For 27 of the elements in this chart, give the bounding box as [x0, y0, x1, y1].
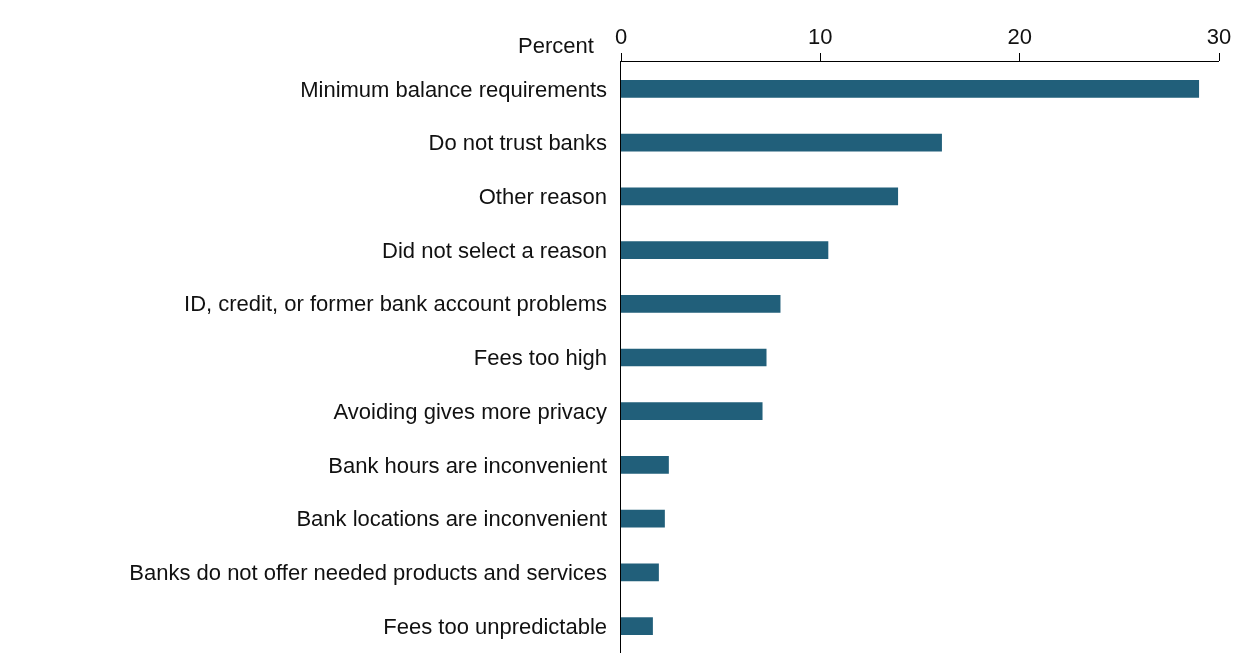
y-tick-label: Avoiding gives more privacy	[333, 398, 608, 424]
y-tick-label: Minimum balance requirements	[300, 76, 608, 102]
y-tick-label: Bank hours are inconvenient	[328, 452, 608, 478]
y-tick-label: Bank locations are inconvenient	[296, 506, 608, 532]
x-tick-label: 20	[1007, 23, 1032, 49]
bar	[621, 617, 653, 635]
bar	[621, 241, 829, 259]
bar	[621, 509, 665, 528]
x-tick-label: 0	[614, 23, 628, 49]
y-tick-label: Other reason	[478, 184, 608, 210]
bar	[621, 133, 942, 152]
bar	[621, 456, 669, 474]
y-tick-label: Did not select a reason	[382, 237, 608, 263]
x-axis-title: Percent	[518, 33, 594, 58]
y-tick-label: Do not trust banks	[428, 130, 608, 156]
y-tick-label: Banks do not offer needed products and services	[129, 560, 608, 586]
y-tick-label: Fees too high	[473, 345, 608, 371]
x-tick-label: 10	[808, 23, 833, 49]
y-tick-label: Fees too unpredictable	[383, 613, 608, 639]
bar	[621, 187, 899, 206]
bar	[621, 348, 767, 367]
bar	[621, 402, 763, 421]
y-tick-label: ID, credit, or former bank account problems	[184, 291, 608, 317]
bar	[621, 294, 781, 313]
bar	[621, 80, 1200, 98]
x-tick-label: 30	[1206, 23, 1232, 49]
bar	[621, 563, 659, 582]
